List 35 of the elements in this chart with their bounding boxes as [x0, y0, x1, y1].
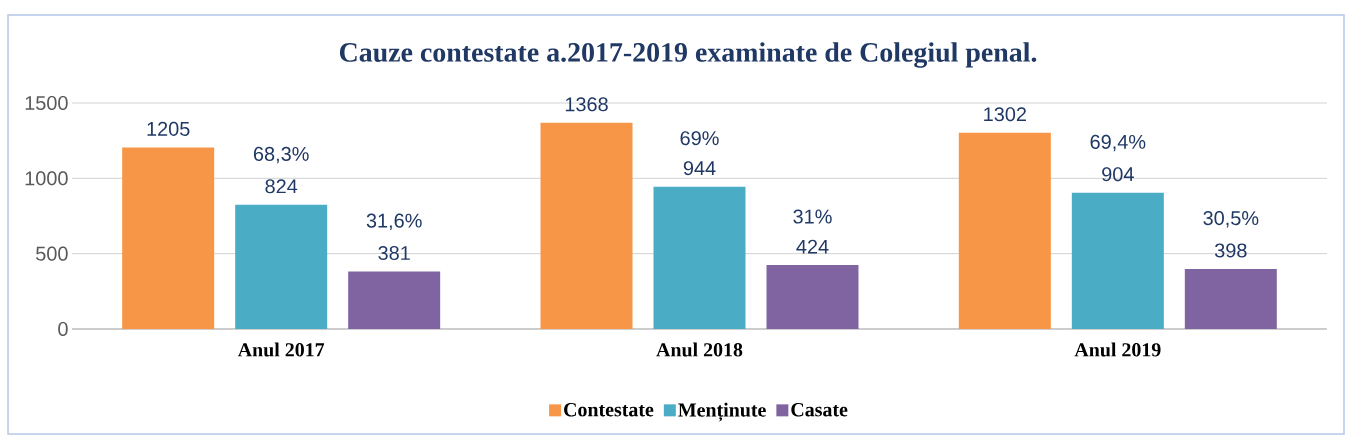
data-label: 398 — [1214, 243, 1247, 258]
bar — [766, 265, 859, 329]
bar — [348, 271, 441, 329]
y-tick-label: 0 — [58, 321, 68, 337]
y-tick-label: 1000 — [25, 171, 68, 186]
bar — [653, 186, 746, 329]
legend-label: Contestate — [564, 403, 654, 417]
bar — [958, 132, 1051, 329]
chart-title: Cauze contestate a.2017-2019 examinate de Colegiul penal. — [339, 42, 1037, 68]
bar — [1071, 192, 1164, 329]
data-label: 1368 — [565, 97, 608, 112]
annotation: 31,6% — [366, 213, 422, 231]
bar — [540, 122, 633, 329]
legend-label: Menținute — [678, 402, 766, 422]
data-label: 904 — [1102, 167, 1134, 182]
annotation: 69,4% — [1090, 134, 1146, 152]
annotation: 30,5% — [1203, 211, 1259, 228]
annotation: 69% — [680, 131, 719, 146]
data-label: 824 — [265, 179, 298, 194]
x-tick-label: Anul 2017 — [237, 342, 325, 357]
data-label: 1302 — [984, 107, 1026, 122]
data-label: 944 — [683, 161, 716, 176]
annotation: 68,3% — [253, 146, 309, 164]
x-tick-label: Anul 2019 — [1074, 342, 1161, 357]
data-label: 424 — [796, 239, 829, 254]
bar — [235, 204, 328, 329]
data-label: 381 — [378, 245, 410, 261]
bar — [1184, 269, 1277, 329]
legend-label: Casate — [791, 403, 848, 417]
y-tick-label: 500 — [36, 246, 68, 261]
bar — [122, 147, 215, 329]
x-tick-label: Anul 2018 — [656, 342, 743, 357]
annotation: 31% — [793, 209, 832, 224]
y-tick-label: 1500 — [25, 95, 68, 111]
data-label: 1205 — [147, 121, 190, 136]
